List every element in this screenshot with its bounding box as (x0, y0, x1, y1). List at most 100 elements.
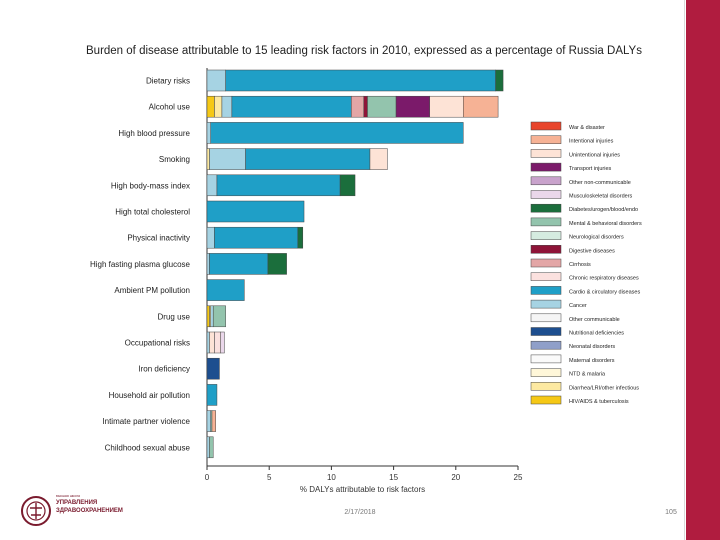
logo-line-1: высшая школа (56, 494, 80, 498)
legend-label: Other non-communicable (569, 180, 631, 186)
bar-segment (206, 253, 210, 275)
legend-label: Neonatal disorders (569, 344, 615, 350)
legend-label: Neurological disorders (569, 235, 624, 241)
x-tick-label: 20 (451, 473, 460, 482)
legend-label: Cancer (569, 303, 587, 309)
bar-segment (245, 148, 371, 170)
legend-swatch (530, 382, 562, 391)
right-band-divider (684, 0, 685, 540)
bar-segment (267, 253, 287, 275)
bar-segment (206, 226, 215, 249)
x-tick-label: 0 (205, 473, 210, 482)
legend-swatch (530, 231, 562, 240)
x-axis-label: % DALYs attributable to risk factors (300, 485, 425, 494)
legend-swatch (530, 162, 562, 172)
legend-label: Diarrhea/LRI/other infectious (569, 385, 639, 391)
legend-label: Musculoskeletal disorders (569, 194, 633, 200)
bar-segment (206, 174, 218, 197)
bar-segment (210, 122, 464, 144)
x-tick-label: 5 (267, 473, 272, 482)
legend-swatch (530, 340, 562, 350)
bar-segment (209, 148, 246, 170)
bar-segment (297, 226, 304, 249)
legend-label: Chronic respiratory diseases (569, 276, 639, 282)
bar-segment (206, 122, 211, 144)
bar-segment (206, 331, 210, 354)
legend-swatch (530, 121, 562, 131)
x-tick-label: 10 (327, 473, 336, 482)
bar-segment (209, 253, 269, 275)
legend-label: Diabetes/urogen/blood/endo (569, 207, 638, 213)
bar-segment (216, 174, 341, 197)
legend-label: Digestive diseases (569, 248, 615, 254)
legend-swatch (530, 286, 562, 295)
legend-label: Cardio & circulatory diseases (569, 289, 640, 295)
legend-swatch (530, 258, 562, 268)
chart-title: Burden of disease attributable to 15 lea… (86, 45, 642, 57)
bar-segment (206, 305, 210, 328)
category-label: Dietary risks (146, 77, 190, 86)
legend-swatch (530, 203, 562, 213)
legend-swatch (530, 354, 562, 364)
legend-label: Maternal disorders (569, 358, 615, 364)
bar-segment (210, 305, 214, 328)
bar-segment (221, 95, 233, 118)
legend-label: Intentional injuries (569, 139, 614, 145)
bar-segment (367, 95, 397, 118)
bar-segment (463, 95, 499, 118)
legend-swatch (530, 299, 562, 309)
bar-segment (206, 69, 226, 92)
legend-swatch (530, 327, 562, 336)
legend-label: Transport injuries (569, 166, 612, 172)
bar-segment (209, 436, 214, 459)
bar-segment (231, 95, 352, 118)
category-label: Smoking (159, 155, 190, 164)
bar-segment (339, 174, 356, 197)
logo-line-2: УПРАВЛЕНИЯ (56, 500, 98, 506)
bar-segment (351, 95, 364, 118)
category-label: Intimate partner violence (102, 417, 190, 426)
x-tick-label: 15 (389, 473, 398, 482)
legend-swatch (530, 190, 562, 199)
bar-segment (225, 69, 496, 92)
category-label: Childhood sexual abuse (105, 443, 191, 452)
legend-swatch (530, 217, 562, 227)
logo-line-3: ЗДРАВООХРАНЕНИЕМ (56, 508, 123, 514)
emblem-icon (21, 496, 51, 526)
footer-page-number: 105 (665, 509, 677, 516)
bar-segment (206, 410, 211, 432)
category-label: Ambient PM pollution (114, 286, 190, 295)
category-label: Household air pollution (109, 391, 190, 400)
bar-segment (214, 331, 221, 354)
category-label: High fasting plasma glucose (90, 260, 191, 269)
legend-swatch (530, 313, 562, 323)
bar-segment (214, 226, 299, 249)
bar-segment (206, 148, 210, 170)
bar-segment (214, 95, 223, 118)
footer-date: 2/17/2018 (344, 509, 376, 516)
category-label: High body-mass index (111, 181, 190, 190)
category-label: High total cholesterol (115, 208, 190, 217)
legend-swatch (530, 245, 562, 254)
bar-segment (369, 148, 388, 170)
bar-segment (206, 357, 220, 380)
bar-segment (206, 384, 218, 406)
legend-swatch (530, 368, 562, 377)
legend-swatch (530, 135, 562, 144)
legend-label: Mental & behavioral disorders (569, 221, 642, 227)
bar-segment (206, 279, 245, 301)
legend-swatch (530, 176, 562, 186)
bar-segment (429, 95, 464, 118)
legend-swatch (530, 149, 562, 158)
category-label: Occupational risks (125, 339, 190, 348)
legend-label: Nutritional deficiencies (569, 331, 624, 337)
category-label: High blood pressure (118, 129, 190, 138)
bar-segment (206, 200, 305, 223)
legend-swatch (530, 272, 562, 281)
bar-segment (363, 95, 368, 118)
legend-label: War & disaster (569, 125, 605, 131)
legend-swatch (530, 395, 562, 405)
category-label: Alcohol use (149, 103, 191, 112)
category-label: Drug use (158, 312, 191, 321)
